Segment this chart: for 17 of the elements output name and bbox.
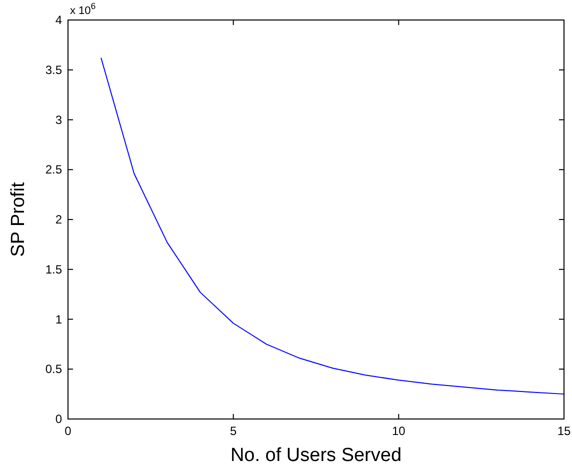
- x-tick-label: 0: [64, 424, 72, 438]
- y-tick-label: 1.5: [45, 262, 62, 276]
- y-tick-label: 0: [55, 412, 62, 426]
- y-tick-label: 3: [55, 112, 62, 127]
- x-tick-label: 10: [392, 424, 406, 438]
- line-series: [100, 57, 564, 395]
- y-tick-label: 3.5: [45, 62, 62, 77]
- y-tick-label: 2.5: [45, 162, 62, 177]
- text: x 10$^{6}$: [70, 1, 96, 17]
- y-tick-label: 4: [55, 13, 62, 27]
- x-tick-label: 15: [557, 424, 571, 438]
- y-axis-title: SP Profit: [8, 181, 29, 257]
- x-tick-label: 5: [230, 424, 237, 438]
- x-axis-title: No. of Users Served: [230, 445, 402, 466]
- y-tick-label: 1: [55, 312, 62, 326]
- y-tick-label: 0.5: [45, 362, 62, 376]
- y-tick-label: 2: [55, 212, 62, 226]
